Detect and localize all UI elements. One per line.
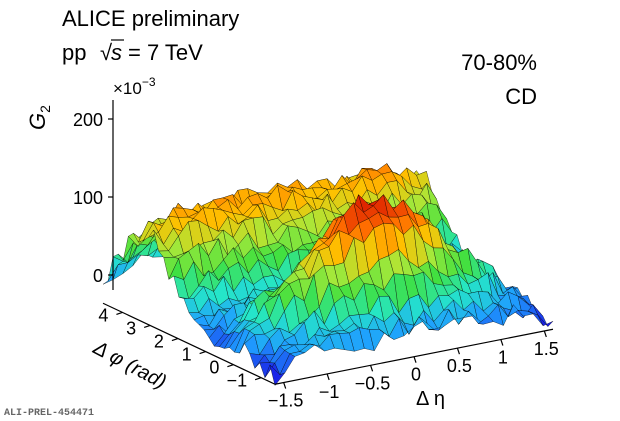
deta-tick-label: −1	[319, 382, 340, 402]
dphi-tick-label: 4	[98, 305, 108, 325]
deta-tick	[456, 347, 461, 355]
collision-system-label: pp √ s = 7 TeV	[62, 39, 203, 65]
charge-combination-label: CD	[505, 84, 537, 109]
system-energy: = 7 TeV	[128, 40, 203, 65]
deta-tick	[543, 330, 547, 338]
system-pp: pp	[62, 40, 86, 65]
dphi-tick-label: 3	[126, 318, 136, 338]
dphi-tick	[116, 311, 123, 315]
deta-tick-label: 1.5	[534, 339, 559, 359]
centrality-label: 70-80%	[461, 50, 537, 75]
dphi-tick-label: 1	[182, 345, 192, 365]
z-tick-label: 200	[73, 110, 103, 130]
dphi-tick	[254, 377, 262, 381]
dphi-tick-label: 2	[154, 332, 164, 352]
dphi-tick	[199, 351, 206, 355]
dphi-tick-label: 0	[209, 358, 219, 378]
deta-tick	[413, 356, 417, 363]
deta-tick-label: 1	[498, 348, 508, 368]
system-s: s	[111, 40, 122, 65]
dphi-tick	[171, 337, 179, 342]
deta-tick-label: 0.5	[447, 356, 472, 376]
deta-tick-label: −0.5	[355, 373, 391, 393]
figure-id: ALI-PREL-454471	[4, 408, 94, 419]
surface-mesh	[102, 162, 554, 387]
dphi-tick-label: −1	[227, 371, 248, 391]
deta-tick	[326, 373, 330, 381]
deta-tick	[283, 382, 287, 389]
z-tick-label: 100	[73, 188, 103, 208]
z-axis-scale: ×10−3	[113, 75, 156, 98]
sqrt-symbol: √	[100, 40, 113, 65]
deta-tick	[500, 339, 504, 346]
z-tick-label: 0	[93, 266, 103, 286]
deta-axis-title: Δ η	[416, 388, 445, 410]
surface-cell	[537, 315, 554, 327]
collaboration-label: ALICE preliminary	[62, 6, 239, 31]
deta-tick-label: −1.5	[268, 391, 304, 411]
z-axis-title: G2	[25, 105, 53, 130]
dphi-tick	[227, 364, 234, 368]
deta-tick	[369, 365, 374, 372]
deta-tick-label: 0	[411, 365, 421, 385]
dphi-axis-line	[102, 302, 276, 385]
dphi-tick	[143, 324, 151, 329]
